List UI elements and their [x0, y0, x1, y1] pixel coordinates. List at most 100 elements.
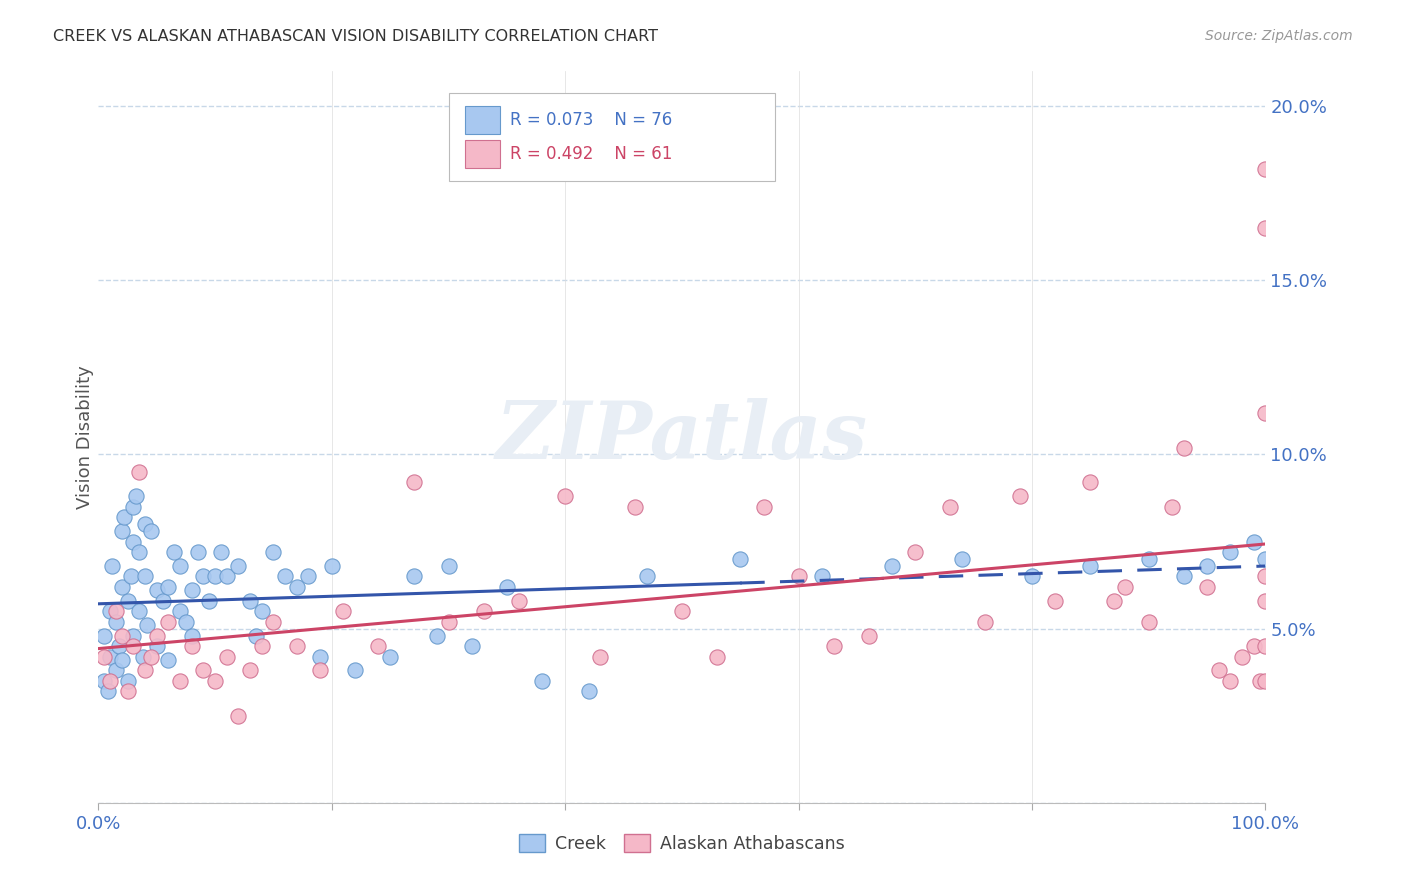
Point [1254, 552, 1277, 566]
Point [139, 524, 162, 538]
Point [589, 649, 612, 664]
Point [157, 580, 180, 594]
Point [1137, 552, 1160, 566]
Point [169, 604, 191, 618]
Point [117, 684, 139, 698]
Point [437, 558, 460, 573]
Point [262, 615, 284, 629]
Point [1114, 580, 1136, 594]
Point [215, 569, 238, 583]
Point [880, 558, 903, 573]
Point [128, 604, 150, 618]
Point [146, 629, 169, 643]
Point [636, 569, 658, 583]
FancyBboxPatch shape [465, 140, 501, 168]
Point [122, 534, 145, 549]
Point [554, 489, 576, 503]
Point [472, 604, 495, 618]
Point [152, 594, 174, 608]
Point [111, 524, 134, 538]
Point [108, 639, 131, 653]
Point [1243, 639, 1265, 653]
Point [111, 580, 134, 594]
Text: Source: ZipAtlas.com: Source: ZipAtlas.com [1205, 29, 1353, 43]
Point [787, 569, 810, 583]
Point [120, 569, 142, 583]
Point [858, 629, 880, 643]
Point [180, 629, 202, 643]
Point [112, 510, 135, 524]
Point [274, 569, 297, 583]
Text: ZIPatlas: ZIPatlas [496, 399, 868, 475]
Point [823, 639, 845, 653]
Point [1173, 569, 1195, 583]
Point [974, 615, 997, 629]
Point [1254, 221, 1277, 235]
Point [1137, 615, 1160, 629]
Point [193, 569, 215, 583]
Point [93, 673, 115, 688]
Point [437, 615, 460, 629]
Point [939, 500, 962, 514]
Point [262, 545, 284, 559]
Point [146, 639, 169, 653]
Point [134, 664, 156, 678]
Point [344, 664, 367, 678]
Point [1254, 594, 1277, 608]
Point [180, 583, 202, 598]
Point [117, 673, 139, 688]
Point [193, 664, 215, 678]
Point [1219, 673, 1241, 688]
Point [239, 664, 262, 678]
Point [169, 673, 191, 688]
Point [98, 673, 121, 688]
Point [209, 545, 232, 559]
Point [671, 604, 693, 618]
Point [180, 639, 202, 653]
Point [904, 545, 927, 559]
Point [285, 580, 308, 594]
Point [1045, 594, 1067, 608]
Point [104, 604, 127, 618]
FancyBboxPatch shape [449, 94, 775, 181]
Point [297, 569, 319, 583]
Point [157, 653, 180, 667]
Point [380, 649, 402, 664]
Point [228, 708, 250, 723]
Point [496, 580, 519, 594]
Point [1021, 569, 1043, 583]
Point [134, 517, 156, 532]
Point [250, 604, 273, 618]
Text: R = 0.492    N = 61: R = 0.492 N = 61 [510, 145, 672, 163]
Point [752, 500, 775, 514]
Point [97, 684, 120, 698]
Point [128, 545, 150, 559]
Point [578, 684, 600, 698]
Point [1080, 475, 1102, 490]
Y-axis label: Vision Disability: Vision Disability [76, 365, 94, 509]
Point [1254, 406, 1277, 420]
Point [1230, 649, 1253, 664]
Point [461, 639, 484, 653]
Point [1243, 534, 1265, 549]
Point [332, 604, 354, 618]
Point [624, 500, 647, 514]
Point [132, 649, 155, 664]
Point [239, 594, 262, 608]
Point [111, 629, 134, 643]
Point [117, 594, 139, 608]
Point [706, 649, 728, 664]
Point [309, 649, 332, 664]
Point [136, 618, 159, 632]
Point [285, 639, 308, 653]
Point [1197, 580, 1219, 594]
Point [93, 629, 115, 643]
Point [1249, 673, 1271, 688]
Point [122, 639, 145, 653]
Point [1254, 639, 1277, 653]
Point [187, 545, 209, 559]
Point [1102, 594, 1125, 608]
Text: CREEK VS ALASKAN ATHABASCAN VISION DISABILITY CORRELATION CHART: CREEK VS ALASKAN ATHABASCAN VISION DISAB… [53, 29, 658, 44]
Point [426, 629, 449, 643]
Text: R = 0.073    N = 76: R = 0.073 N = 76 [510, 112, 672, 129]
